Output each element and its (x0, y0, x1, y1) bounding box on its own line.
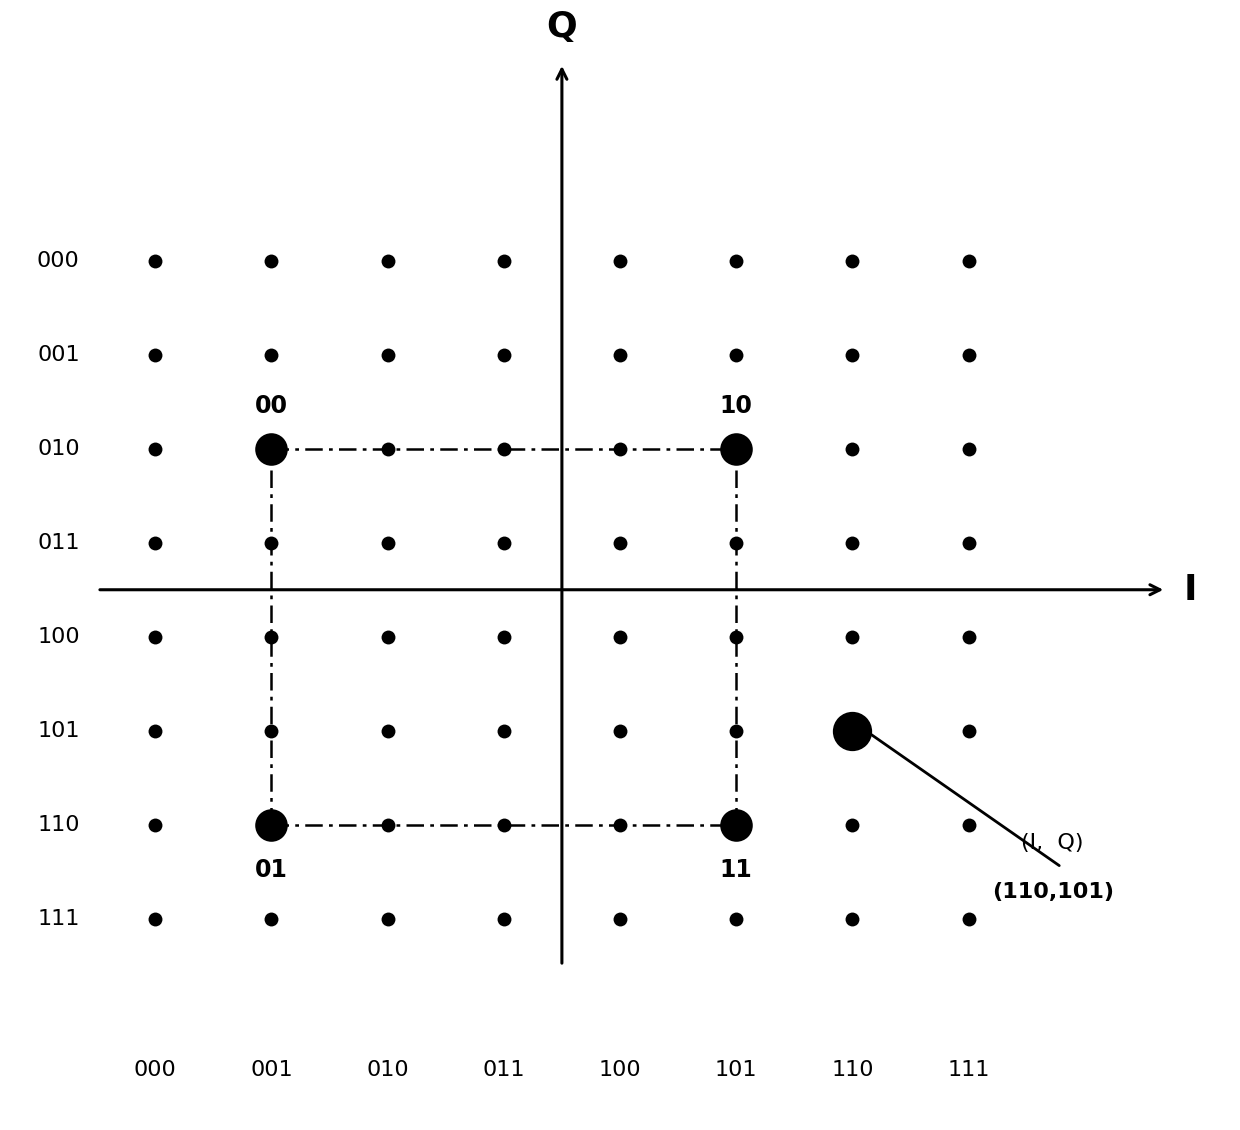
Text: 10: 10 (719, 394, 753, 418)
Point (378, 722, 398, 740)
Text: 000: 000 (37, 251, 79, 270)
Text: 110: 110 (37, 815, 79, 835)
Point (378, 628, 398, 646)
Point (262, 910, 281, 928)
Point (610, 346, 630, 364)
Point (494, 346, 513, 364)
Point (610, 440, 630, 458)
Point (494, 816, 513, 834)
Point (494, 910, 513, 928)
Point (145, 910, 165, 928)
Point (959, 816, 978, 834)
Text: 011: 011 (482, 1060, 525, 1080)
Point (262, 440, 281, 458)
Point (494, 440, 513, 458)
Text: 001: 001 (37, 345, 79, 365)
Point (610, 816, 630, 834)
Point (145, 440, 165, 458)
Point (378, 346, 398, 364)
Point (494, 722, 513, 740)
Point (959, 440, 978, 458)
Point (494, 252, 513, 270)
Text: 101: 101 (715, 1060, 758, 1080)
Point (145, 722, 165, 740)
Point (378, 440, 398, 458)
Point (610, 533, 630, 551)
Point (842, 533, 862, 551)
Text: 001: 001 (250, 1060, 293, 1080)
Point (959, 628, 978, 646)
Text: 01: 01 (255, 858, 288, 883)
Point (959, 910, 978, 928)
Point (727, 440, 746, 458)
Text: 010: 010 (37, 438, 79, 459)
Point (262, 533, 281, 551)
Text: 010: 010 (366, 1060, 409, 1080)
Point (145, 346, 165, 364)
Text: I: I (1183, 573, 1197, 607)
Point (378, 533, 398, 551)
Point (145, 628, 165, 646)
Point (842, 440, 862, 458)
Point (727, 910, 746, 928)
Text: Q: Q (547, 10, 578, 44)
Point (727, 722, 746, 740)
Point (262, 252, 281, 270)
Point (610, 628, 630, 646)
Point (842, 722, 862, 740)
Point (842, 816, 862, 834)
Text: 00: 00 (255, 394, 288, 418)
Point (610, 722, 630, 740)
Text: 100: 100 (37, 627, 79, 646)
Text: 000: 000 (134, 1060, 176, 1080)
Point (262, 346, 281, 364)
Point (959, 252, 978, 270)
Text: 110: 110 (831, 1060, 874, 1080)
Point (610, 252, 630, 270)
Point (262, 816, 281, 834)
Point (727, 346, 746, 364)
Text: 111: 111 (947, 1060, 990, 1080)
Text: (I,  Q): (I, Q) (1021, 833, 1084, 853)
Text: 101: 101 (37, 721, 79, 741)
Point (378, 252, 398, 270)
Point (262, 628, 281, 646)
Point (610, 910, 630, 928)
Point (959, 722, 978, 740)
Text: 11: 11 (719, 858, 753, 883)
Point (378, 910, 398, 928)
Point (145, 252, 165, 270)
Point (145, 816, 165, 834)
Point (842, 910, 862, 928)
Text: 100: 100 (599, 1060, 641, 1080)
Point (494, 628, 513, 646)
Text: 111: 111 (37, 909, 79, 929)
Text: 011: 011 (37, 532, 79, 553)
Point (959, 346, 978, 364)
Point (959, 533, 978, 551)
Point (727, 816, 746, 834)
Point (262, 722, 281, 740)
Point (145, 533, 165, 551)
Point (727, 252, 746, 270)
Point (727, 628, 746, 646)
Point (378, 816, 398, 834)
Point (842, 252, 862, 270)
Point (494, 533, 513, 551)
Point (842, 628, 862, 646)
Point (842, 346, 862, 364)
Text: (110,101): (110,101) (992, 883, 1114, 902)
Point (727, 533, 746, 551)
